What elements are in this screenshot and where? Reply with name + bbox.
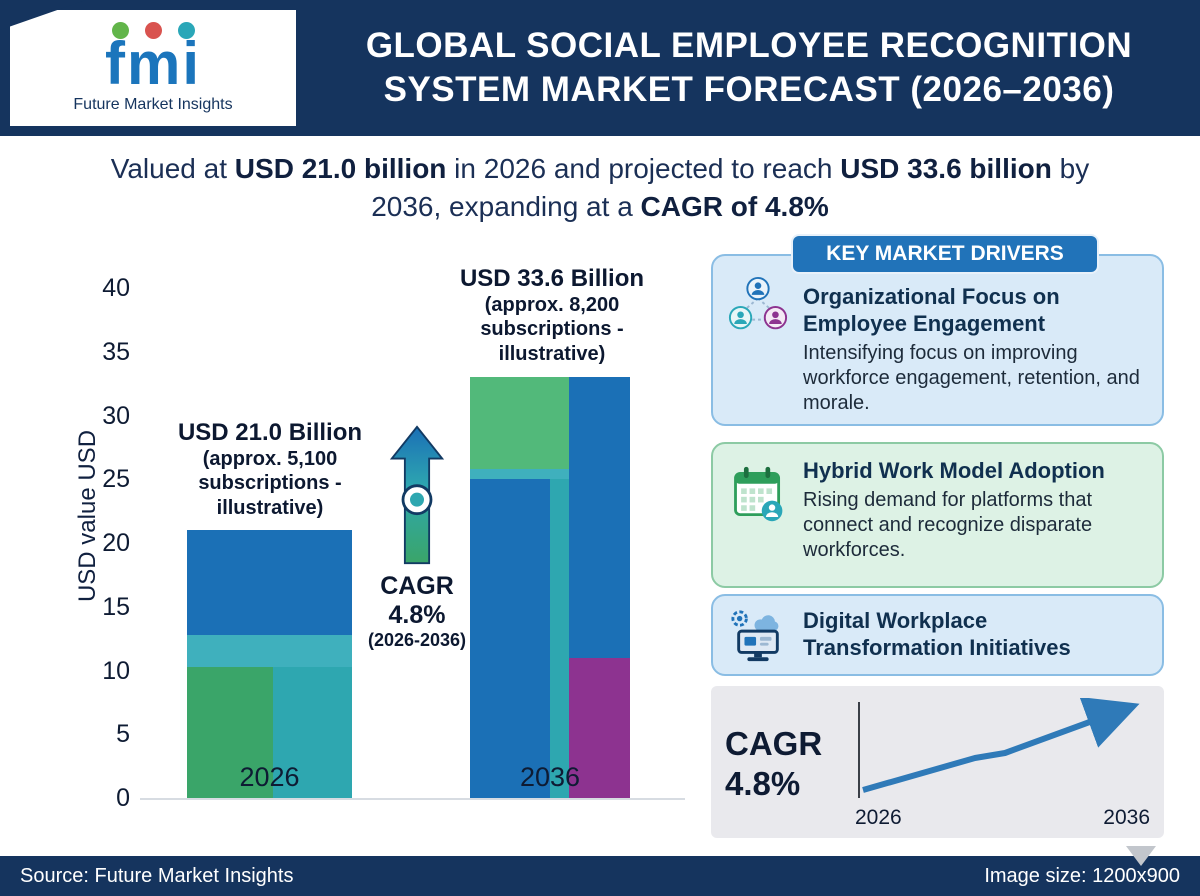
bar-label-2026-value: USD 21.0 Billion xyxy=(177,418,363,446)
drivers-header-badge: KEY MARKET DRIVERS xyxy=(793,236,1097,272)
corner-accent xyxy=(0,0,86,30)
cagr-annotation-label: CAGR xyxy=(380,572,454,600)
bar-segment xyxy=(569,657,630,798)
bar-2036 xyxy=(470,288,630,798)
subtitle-text: Valued at USD 21.0 billion in 2026 and p… xyxy=(85,150,1115,226)
cagr-annotation: CAGR 4.8% (2026-2036) xyxy=(332,572,502,651)
y-tick-label: 10 xyxy=(102,656,130,685)
trend-x-end: 2036 xyxy=(1103,806,1150,829)
trend-line-icon xyxy=(858,698,1140,798)
logo-red-icon xyxy=(144,21,162,39)
header-banner: fmi Future Market Insights GLOBAL SOCIAL… xyxy=(0,0,1200,136)
bar-segment xyxy=(470,377,570,470)
y-tick-label: 20 xyxy=(102,529,130,557)
digital-workplace-icon xyxy=(725,606,791,664)
bar-segment xyxy=(187,666,273,798)
subtitle-part: Valued at xyxy=(110,153,235,185)
growth-arrow-up-icon xyxy=(389,425,445,565)
y-tick-label: 15 xyxy=(102,592,130,621)
title-line-1: GLOBAL SOCIAL EMPLOYEE RECOGNITION xyxy=(365,26,1133,65)
cagr-summary-card: CAGR 4.8% 2026 2036 xyxy=(711,686,1164,838)
logo-teal-icon xyxy=(177,21,195,39)
logo-icons xyxy=(111,21,195,39)
footer-image-size: Image size: 1200x900 xyxy=(984,864,1180,887)
driver-card-content: Digital Workplace Transformation Initiat… xyxy=(803,608,1148,662)
bar-segment xyxy=(187,634,352,667)
x-tick-2036: 2036 xyxy=(519,762,581,792)
cagr-summary-label: CAGR xyxy=(725,725,823,763)
bar-segment xyxy=(550,479,570,798)
cagr-annotation-value: 4.8% xyxy=(388,601,446,629)
bar-segment xyxy=(187,530,352,635)
page-title: GLOBAL SOCIAL EMPLOYEE RECOGNITION SYSTE… xyxy=(310,0,1188,136)
driver-card-hybrid-work: Hybrid Work Model Adoption Rising demand… xyxy=(711,442,1164,588)
y-tick-label: 35 xyxy=(102,337,130,366)
subtitle-value-2026: USD 21.0 billion xyxy=(234,153,447,185)
subtitle-banner: Valued at USD 21.0 billion in 2026 and p… xyxy=(0,136,1200,240)
calendar-icon xyxy=(725,458,791,576)
x-tick-2026: 2026 xyxy=(239,762,300,792)
subtitle-part: by 2036, expanding at a xyxy=(371,153,1090,222)
bar-label-2036-value: USD 33.6 Billion xyxy=(459,264,645,292)
logo-green-icon xyxy=(111,21,129,39)
y-tick-label: 0 xyxy=(116,784,130,812)
bar-segment xyxy=(569,377,630,658)
y-tick-label: 30 xyxy=(102,401,130,430)
cagr-summary-text: CAGR 4.8% xyxy=(725,724,845,803)
bar-segment xyxy=(272,666,352,798)
cagr-trend-chart: 2026 2036 xyxy=(845,698,1154,830)
driver-title: Organizational Focus on Employee Engagem… xyxy=(803,284,1060,336)
subtitle-value-2036: USD 33.6 billion xyxy=(840,153,1052,185)
subtitle-part: in 2026 and projected to reach xyxy=(446,153,841,185)
driver-card-content: Hybrid Work Model Adoption Rising demand… xyxy=(803,458,1148,576)
y-axis-ticks: 0 5 10 15 20 25 30 35 40 xyxy=(80,274,136,812)
bar-2026 xyxy=(187,288,352,798)
driver-body: Intensifying focus on improving workforc… xyxy=(803,341,1140,414)
driver-card-content: Organizational Focus on Employee Engagem… xyxy=(803,270,1148,414)
logo-tagline: Future Market Insights xyxy=(73,96,233,114)
y-tick-label: 40 xyxy=(102,274,130,302)
footer-bar: Source: Future Market Insights Image siz… xyxy=(0,856,1200,896)
logo-text: fmi xyxy=(105,29,201,97)
trend-x-start: 2026 xyxy=(855,806,902,829)
chevron-down-icon xyxy=(1126,846,1156,866)
driver-title: Hybrid Work Model Adoption xyxy=(803,458,1105,483)
y-tick-label: 5 xyxy=(116,720,130,749)
key-market-drivers-panel: KEY MARKET DRIVERS Organizational Focus … xyxy=(705,230,1170,840)
bar-label-2026: USD 21.0 Billion (approx. 5,100 subscrip… xyxy=(170,419,370,520)
bar-label-2026-sub: (approx. 5,100 subscriptions - illustrat… xyxy=(198,447,342,519)
driver-title: Digital Workplace Transformation Initiat… xyxy=(803,608,1071,660)
y-tick-label: 25 xyxy=(102,465,130,494)
driver-card-engagement: Organizational Focus on Employee Engagem… xyxy=(711,254,1164,426)
cagr-annotation-range: (2026-2036) xyxy=(367,630,467,650)
cagr-summary-value: 4.8% xyxy=(725,765,801,802)
bar-label-2036: USD 33.6 Billion (approx. 8,200 subscrip… xyxy=(447,265,657,366)
bar-segment xyxy=(470,479,550,798)
people-network-icon xyxy=(725,270,791,414)
footer-source: Source: Future Market Insights xyxy=(20,864,294,887)
title-line-2: SYSTEM MARKET FORECAST (2026–2036) xyxy=(383,70,1115,109)
plot-area: USD 21.0 Billion (approx. 5,100 subscrip… xyxy=(140,265,685,800)
driver-card-digital-workplace: Digital Workplace Transformation Initiat… xyxy=(711,594,1164,676)
logo: fmi Future Market Insights xyxy=(10,10,296,126)
bar-label-2036-sub: (approx. 8,200 subscriptions - illustrat… xyxy=(480,293,624,365)
trend-x-labels: 2026 2036 xyxy=(845,806,1154,830)
bar-segment xyxy=(470,469,570,480)
subtitle-cagr: CAGR of 4.8% xyxy=(640,191,829,222)
driver-body: Rising demand for platforms that connect… xyxy=(803,488,1093,561)
market-bar-chart: USD value USD 0 5 10 15 20 25 30 35 40 USD 21.0 … xyxy=(40,240,695,854)
